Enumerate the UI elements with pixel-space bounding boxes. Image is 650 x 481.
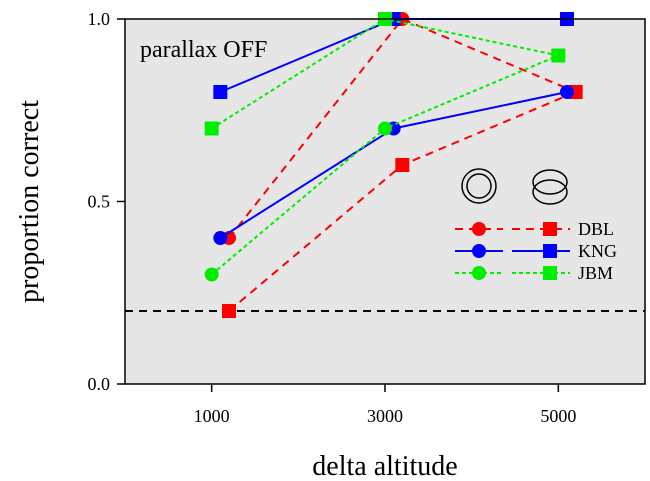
data-point <box>204 121 219 136</box>
x-axis-label: delta altitude <box>312 451 457 481</box>
data-point <box>213 85 228 99</box>
legend-marker-square <box>543 266 557 280</box>
overlapping-circles-icon <box>532 169 568 205</box>
data-point <box>213 231 228 245</box>
data-point <box>204 267 219 282</box>
legend-label: KNG <box>578 241 617 261</box>
data-point <box>378 121 392 136</box>
legend-label: JBM <box>578 263 613 283</box>
legend-marker-square <box>543 222 557 236</box>
y-tick-label: 0.0 <box>88 374 111 394</box>
data-point <box>395 158 410 172</box>
data-point <box>551 48 566 63</box>
x-tick-label: 5000 <box>540 406 576 426</box>
legend-marker-circle <box>472 244 486 258</box>
legend-marker-square <box>543 244 557 258</box>
y-tick-label: 0.5 <box>88 192 111 212</box>
data-point <box>222 304 236 318</box>
legend-marker-circle <box>472 222 486 236</box>
legend-label: DBL <box>578 219 614 239</box>
chart-title: parallax OFF <box>140 37 267 63</box>
y-tick-label: 1.0 <box>88 9 111 29</box>
x-tick-label: 3000 <box>367 406 403 426</box>
y-axis-label: proportion correct <box>14 100 45 303</box>
concentric-circles-icon <box>461 168 497 204</box>
x-tick-label: 1000 <box>194 406 230 426</box>
plot-area <box>125 19 645 384</box>
legend-marker-circle <box>472 266 486 280</box>
axes: 1000 3000 5000 0.0 0.5 1.0 <box>88 9 577 426</box>
data-point <box>560 85 574 99</box>
